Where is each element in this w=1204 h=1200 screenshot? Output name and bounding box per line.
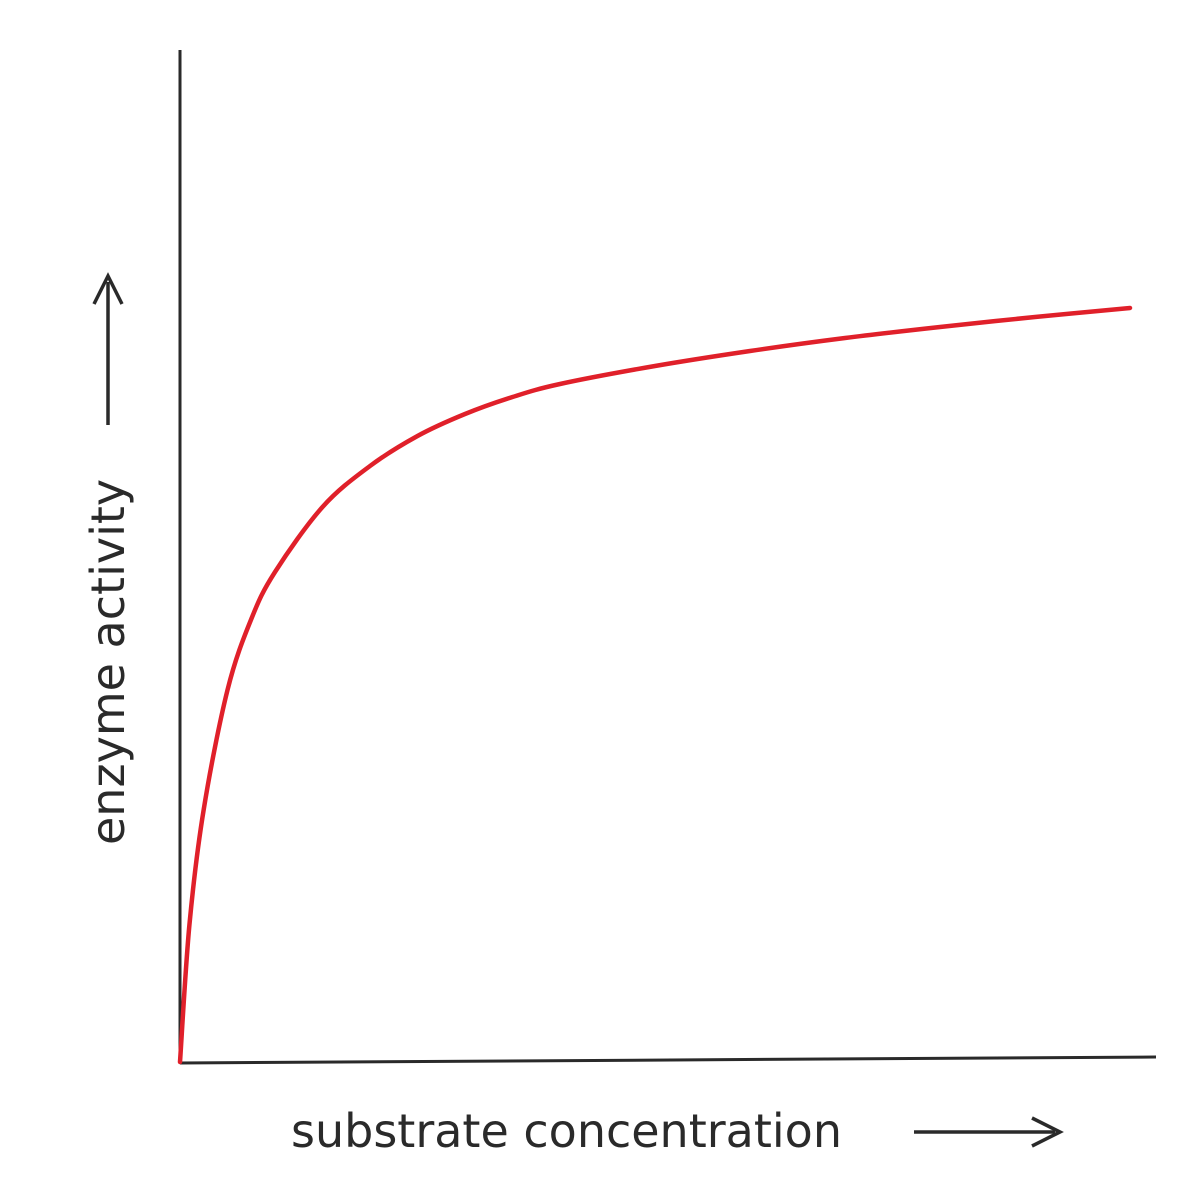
x-axis-arrow-icon bbox=[914, 1116, 1064, 1148]
x-axis-label: substrate concentration bbox=[291, 1104, 842, 1158]
x-axis-line bbox=[179, 1055, 1157, 1065]
y-axis-arrow-icon bbox=[92, 272, 124, 425]
y-axis-label: enzyme activity bbox=[81, 479, 135, 845]
enzyme-activity-curve bbox=[177, 305, 1133, 1065]
